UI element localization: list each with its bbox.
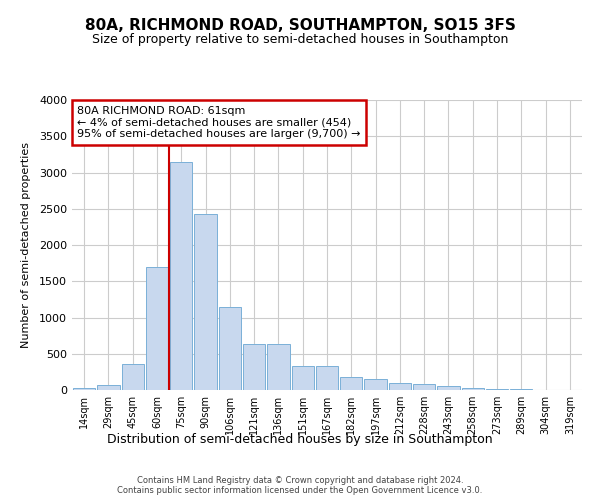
Bar (461, 388, 484, 390)
Bar (267, 344, 290, 390)
Y-axis label: Number of semi-detached properties: Number of semi-detached properties (20, 142, 31, 348)
Bar (486, 388, 508, 390)
Bar (437, 386, 460, 390)
Bar (73, 388, 95, 390)
Bar (122, 364, 144, 390)
Bar (218, 306, 241, 390)
Bar (292, 366, 314, 390)
Bar (413, 384, 436, 390)
Bar (243, 344, 265, 390)
Bar (340, 378, 362, 390)
Bar (170, 162, 193, 390)
Bar (364, 379, 387, 390)
Text: 80A RICHMOND ROAD: 61sqm
← 4% of semi-detached houses are smaller (454)
95% of s: 80A RICHMOND ROAD: 61sqm ← 4% of semi-de… (77, 106, 361, 139)
Bar (97, 384, 119, 390)
Bar (389, 383, 411, 390)
Bar (316, 366, 338, 390)
Text: 80A, RICHMOND ROAD, SOUTHAMPTON, SO15 3FS: 80A, RICHMOND ROAD, SOUTHAMPTON, SO15 3F… (85, 18, 515, 32)
Text: Contains HM Land Registry data © Crown copyright and database right 2024.
Contai: Contains HM Land Registry data © Crown c… (118, 476, 482, 495)
Bar (194, 214, 217, 390)
Bar (146, 267, 168, 390)
Text: Size of property relative to semi-detached houses in Southampton: Size of property relative to semi-detach… (92, 32, 508, 46)
Text: Distribution of semi-detached houses by size in Southampton: Distribution of semi-detached houses by … (107, 432, 493, 446)
